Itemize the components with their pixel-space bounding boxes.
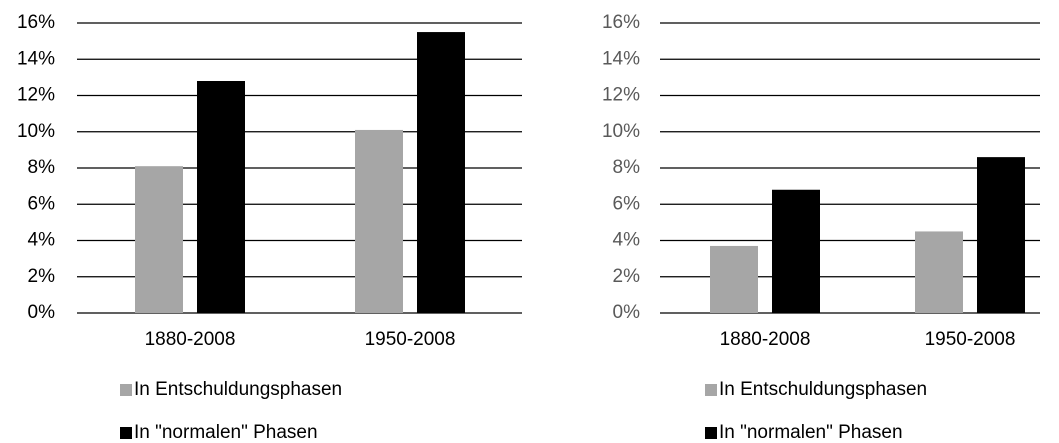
x-tick-label: 1880-2008 — [720, 329, 811, 350]
bar — [135, 166, 183, 313]
bar — [772, 189, 820, 313]
y-tick-label: 6% — [613, 193, 641, 214]
y-tick-label: 8% — [613, 157, 641, 178]
legend-label: In "normalen" Phasen — [719, 422, 903, 443]
y-tick-label: 12% — [602, 85, 640, 106]
y-tick-label: 0% — [613, 302, 641, 323]
y-tick-label: 8% — [28, 157, 56, 178]
legend-label: In Entschuldungsphasen — [719, 379, 927, 400]
y-tick-label: 10% — [17, 121, 55, 142]
y-tick-label: 16% — [17, 12, 55, 33]
legend-label: In "normalen" Phasen — [134, 422, 318, 443]
bar — [355, 129, 403, 313]
y-tick-label: 10% — [602, 121, 640, 142]
legend-swatch — [120, 427, 132, 439]
legend-swatch — [705, 384, 717, 396]
y-tick-label: 2% — [613, 266, 641, 287]
bar — [417, 32, 465, 313]
legend-label: In Entschuldungsphasen — [134, 379, 342, 400]
bar — [977, 157, 1025, 313]
x-tick-label: 1950-2008 — [925, 329, 1016, 350]
y-tick-label: 4% — [28, 230, 56, 251]
legend-swatch — [120, 384, 132, 396]
y-tick-label: 16% — [602, 12, 640, 33]
y-tick-label: 4% — [613, 230, 641, 251]
y-tick-label: 0% — [28, 302, 56, 323]
y-tick-label: 6% — [28, 193, 56, 214]
bar — [710, 245, 758, 313]
bar — [197, 81, 245, 313]
y-tick-label: 12% — [17, 85, 55, 106]
y-tick-label: 14% — [17, 48, 55, 69]
y-tick-label: 14% — [602, 48, 640, 69]
x-tick-label: 1880-2008 — [145, 329, 236, 350]
x-tick-label: 1950-2008 — [365, 329, 456, 350]
y-tick-label: 2% — [28, 266, 56, 287]
bar — [915, 231, 963, 313]
legend-swatch — [705, 427, 717, 439]
